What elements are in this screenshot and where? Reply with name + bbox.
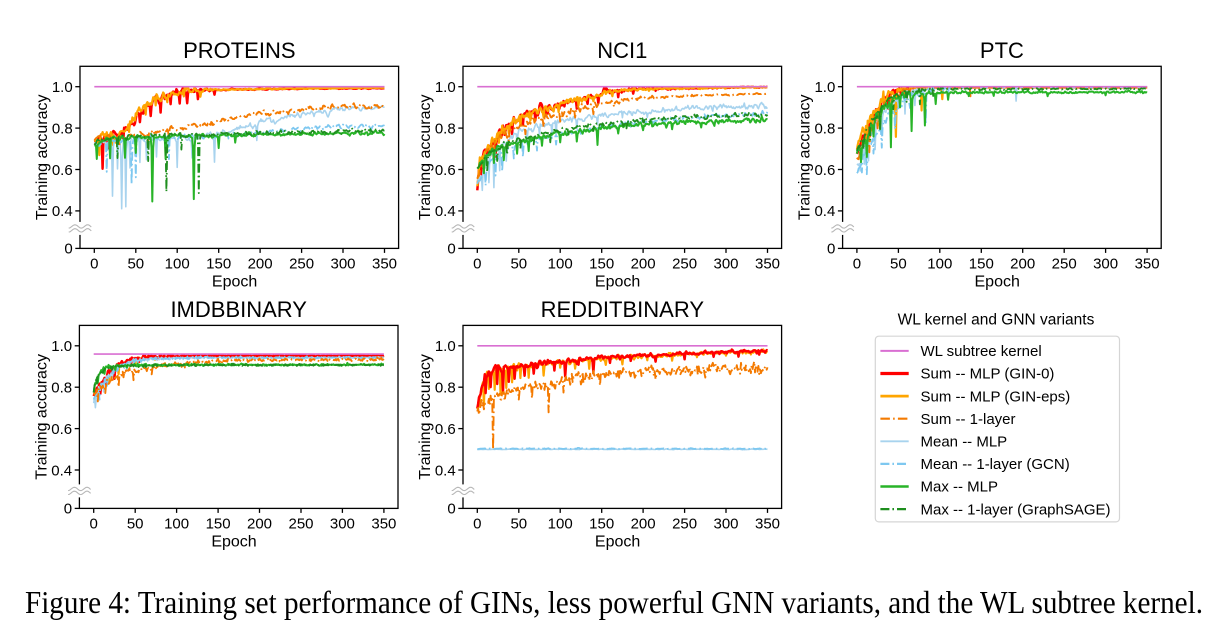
svg-text:350: 350 [372,255,397,272]
svg-text:0.6: 0.6 [52,162,73,179]
svg-text:Sum -- 1-layer: Sum -- 1-layer [921,411,1016,428]
svg-text:Training accuracy: Training accuracy [417,354,434,480]
svg-text:250: 250 [672,515,697,532]
svg-text:250: 250 [288,515,313,532]
svg-text:350: 350 [371,515,396,532]
svg-text:0.4: 0.4 [435,462,456,479]
svg-text:150: 150 [206,255,231,272]
svg-text:Sum -- MLP (GIN-eps): Sum -- MLP (GIN-eps) [921,388,1071,405]
svg-text:1.0: 1.0 [814,79,835,96]
svg-text:150: 150 [589,255,614,272]
svg-text:200: 200 [247,515,272,532]
svg-text:Training accuracy: Training accuracy [33,354,50,480]
svg-text:Training accuracy: Training accuracy [34,94,51,220]
svg-text:300: 300 [713,255,738,272]
svg-text:PTC: PTC [980,38,1024,63]
svg-text:200: 200 [631,515,656,532]
svg-text:100: 100 [927,255,952,272]
svg-text:350: 350 [755,255,780,272]
svg-text:0: 0 [853,255,861,272]
svg-text:150: 150 [206,515,231,532]
svg-text:Training accuracy: Training accuracy [797,94,814,220]
svg-text:Epoch: Epoch [211,533,256,550]
svg-text:0: 0 [447,501,455,518]
svg-text:0.8: 0.8 [814,120,835,137]
svg-text:0.4: 0.4 [435,203,456,220]
svg-text:WL subtree kernel: WL subtree kernel [921,343,1042,360]
svg-text:150: 150 [969,255,994,272]
svg-text:Epoch: Epoch [212,273,257,290]
svg-text:300: 300 [330,515,355,532]
svg-text:0.8: 0.8 [51,380,72,397]
svg-text:0: 0 [473,255,481,272]
svg-text:0.4: 0.4 [52,203,73,220]
svg-text:1.0: 1.0 [52,79,73,96]
svg-text:Sum -- MLP (GIN-0): Sum -- MLP (GIN-0) [921,366,1055,383]
svg-text:Epoch: Epoch [595,533,640,550]
svg-text:50: 50 [510,515,527,532]
svg-text:0: 0 [473,515,481,532]
svg-text:100: 100 [165,255,190,272]
svg-text:0.8: 0.8 [435,380,456,397]
svg-text:0.4: 0.4 [814,203,835,220]
svg-text:1.0: 1.0 [435,79,456,96]
svg-text:0: 0 [64,241,72,258]
svg-text:REDDITBINARY: REDDITBINARY [541,297,705,322]
svg-text:0.6: 0.6 [51,421,72,438]
svg-text:50: 50 [127,255,144,272]
svg-text:300: 300 [330,255,355,272]
svg-text:Epoch: Epoch [975,273,1020,290]
svg-text:350: 350 [755,515,780,532]
svg-text:100: 100 [548,255,573,272]
svg-text:0.8: 0.8 [435,120,456,137]
svg-text:0.6: 0.6 [435,421,456,438]
svg-text:0: 0 [447,241,455,258]
svg-text:1.0: 1.0 [435,338,456,355]
svg-text:Max -- MLP: Max -- MLP [921,479,999,496]
svg-text:200: 200 [1010,255,1035,272]
svg-text:0: 0 [64,501,72,518]
svg-text:50: 50 [510,255,527,272]
svg-text:Figure 4: Training set perform: Figure 4: Training set performance of GI… [25,585,1203,620]
svg-text:250: 250 [289,255,314,272]
svg-text:100: 100 [164,515,189,532]
svg-text:Epoch: Epoch [595,273,640,290]
svg-text:200: 200 [248,255,273,272]
svg-text:150: 150 [589,515,614,532]
svg-text:250: 250 [1052,255,1077,272]
svg-text:0.6: 0.6 [435,162,456,179]
svg-text:IMDBBINARY: IMDBBINARY [170,297,307,322]
svg-text:350: 350 [1135,255,1160,272]
svg-text:300: 300 [713,515,738,532]
svg-text:PROTEINS: PROTEINS [183,38,295,63]
svg-text:Max -- 1-layer (GraphSAGE): Max -- 1-layer (GraphSAGE) [921,501,1111,518]
svg-text:1.0: 1.0 [51,338,72,355]
svg-text:50: 50 [890,255,907,272]
svg-text:Mean -- MLP: Mean -- MLP [921,434,1008,451]
svg-text:0: 0 [90,515,98,532]
svg-text:0: 0 [90,255,98,272]
svg-text:200: 200 [631,255,656,272]
svg-text:NCI1: NCI1 [597,38,647,63]
svg-text:Training accuracy: Training accuracy [417,94,434,220]
svg-text:0.6: 0.6 [814,162,835,179]
svg-text:100: 100 [548,515,573,532]
svg-text:Mean -- 1-layer (GCN): Mean -- 1-layer (GCN) [921,456,1070,473]
svg-text:300: 300 [1093,255,1118,272]
svg-text:WL kernel and GNN variants: WL kernel and GNN variants [898,312,1095,329]
svg-text:0.8: 0.8 [52,120,73,137]
svg-text:50: 50 [127,515,144,532]
svg-text:250: 250 [672,255,697,272]
svg-text:0: 0 [827,241,835,258]
svg-text:0.4: 0.4 [51,462,72,479]
